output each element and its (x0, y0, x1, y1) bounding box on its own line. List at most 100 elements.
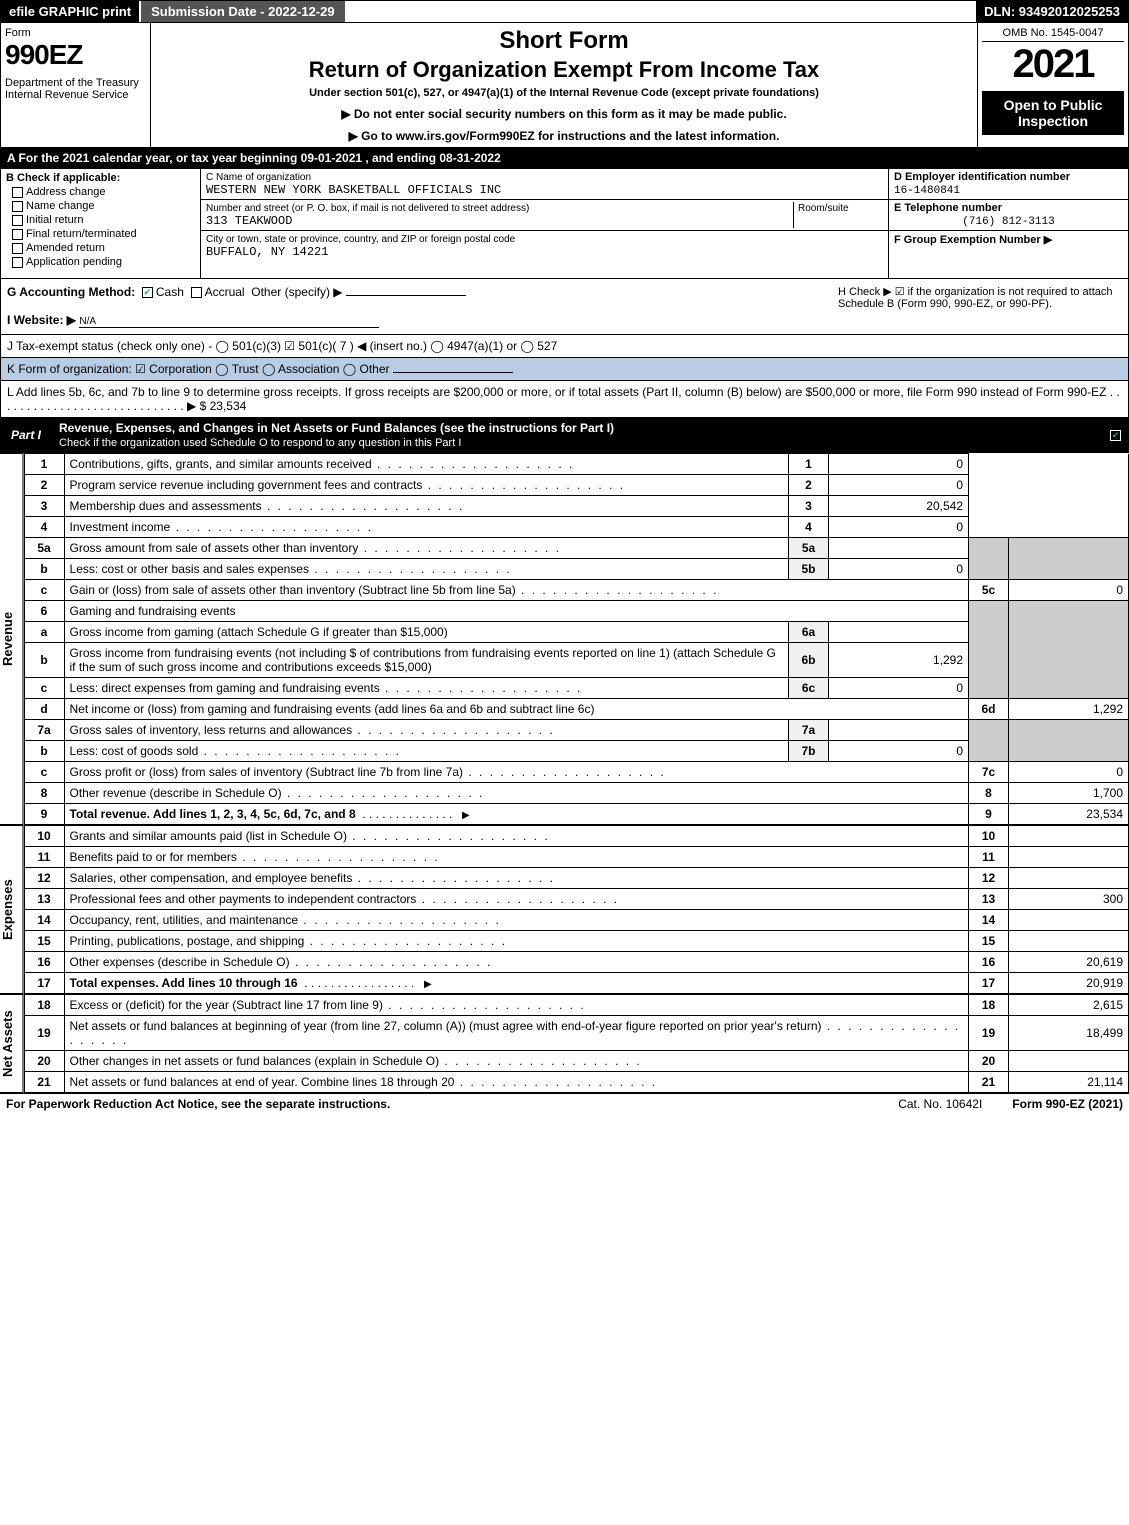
department: Department of the Treasury Internal Reve… (5, 77, 146, 101)
line-18: 18Excess or (deficit) for the year (Subt… (24, 995, 1128, 1016)
line-9: 9Total revenue. Add lines 1, 2, 3, 4, 5c… (24, 804, 1128, 825)
org-name: WESTERN NEW YORK BASKETBALL OFFICIALS IN… (206, 183, 501, 197)
line-1: 1Contributions, gifts, grants, and simil… (24, 454, 1128, 475)
col-def: D Employer identification number 16-1480… (888, 169, 1128, 278)
line-16: 16Other expenses (describe in Schedule O… (24, 952, 1128, 973)
line-6d: dNet income or (loss) from gaming and fu… (24, 699, 1128, 720)
line-19: 19Net assets or fund balances at beginni… (24, 1016, 1128, 1051)
chk-final-return[interactable]: Final return/terminated (12, 228, 195, 240)
netassets-section: Net Assets 18Excess or (deficit) for the… (0, 994, 1129, 1093)
header-center: Short Form Return of Organization Exempt… (151, 23, 978, 147)
row-i: I Website: ▶ N/A (7, 313, 832, 328)
line-13: 13Professional fees and other payments t… (24, 889, 1128, 910)
phone: (716) 812-3113 (894, 216, 1123, 228)
line-8: 8Other revenue (describe in Schedule O)8… (24, 783, 1128, 804)
line-3: 3Membership dues and assessments320,542 (24, 496, 1128, 517)
header-left: Form 990EZ Department of the Treasury In… (1, 23, 151, 147)
netassets-table: 18Excess or (deficit) for the year (Subt… (24, 994, 1129, 1093)
footer: For Paperwork Reduction Act Notice, see … (0, 1093, 1129, 1114)
row-a-tax-year: A For the 2021 calendar year, or tax yea… (0, 148, 1129, 169)
row-g: G Accounting Method: Cash Accrual Other … (7, 285, 832, 299)
chk-name-change[interactable]: Name change (12, 200, 195, 212)
line-10: 10Grants and similar amounts paid (list … (24, 826, 1128, 847)
gh-block: G Accounting Method: Cash Accrual Other … (0, 279, 1129, 335)
chk-initial-return[interactable]: Initial return (12, 214, 195, 226)
chk-address-change[interactable]: Address change (12, 186, 195, 198)
line-7a: 7aGross sales of inventory, less returns… (24, 720, 1128, 741)
submission-date: Submission Date - 2022-12-29 (141, 1, 345, 22)
label-ein: D Employer identification number (894, 171, 1070, 183)
open-to-public: Open to Public Inspection (982, 91, 1124, 135)
short-form-title: Short Form (159, 27, 969, 55)
omb-number: OMB No. 1545-0047 (982, 27, 1124, 42)
line-20: 20Other changes in net assets or fund ba… (24, 1051, 1128, 1072)
part1-label: Part I (1, 425, 51, 445)
line-6: 6Gaming and fundraising events (24, 601, 1128, 622)
label-group-exemption: F Group Exemption Number ▶ (894, 234, 1052, 246)
top-bar: efile GRAPHIC print Submission Date - 20… (0, 0, 1129, 23)
label-org-name: C Name of organization (206, 172, 311, 183)
row-l: L Add lines 5b, 6c, and 7b to line 9 to … (0, 381, 1129, 418)
revenue-side-label: Revenue (0, 453, 24, 825)
form-title: Return of Organization Exempt From Incom… (159, 57, 969, 83)
tax-exempt-status: J Tax-exempt status (check only one) - ◯… (7, 339, 557, 353)
row-j: J Tax-exempt status (check only one) - ◯… (0, 335, 1129, 358)
label-b: B Check if applicable: (6, 172, 120, 184)
efile-label[interactable]: efile GRAPHIC print (1, 1, 139, 22)
footer-left: For Paperwork Reduction Act Notice, see … (6, 1097, 898, 1111)
street: 313 TEAKWOOD (206, 214, 292, 228)
part1-title: Revenue, Expenses, and Changes in Net As… (59, 421, 614, 435)
line-2: 2Program service revenue including gover… (24, 475, 1128, 496)
chk-application-pending[interactable]: Application pending (12, 256, 195, 268)
header-right: OMB No. 1545-0047 2021 Open to Public In… (978, 23, 1128, 147)
line-14: 14Occupancy, rent, utilities, and mainte… (24, 910, 1128, 931)
line-21: 21Net assets or fund balances at end of … (24, 1072, 1128, 1093)
line-6b: bGross income from fundraising events (n… (24, 643, 1128, 678)
line-11: 11Benefits paid to or for members11 (24, 847, 1128, 868)
other-specify-line[interactable] (346, 295, 466, 296)
expenses-section: Expenses 10Grants and similar amounts pa… (0, 825, 1129, 994)
chk-cash[interactable] (142, 287, 153, 298)
part1-check-line: Check if the organization used Schedule … (59, 437, 461, 449)
city: BUFFALO, NY 14221 (206, 245, 328, 259)
label-phone: E Telephone number (894, 202, 1002, 214)
footer-cat: Cat. No. 10642I (898, 1097, 982, 1111)
ein: 16-1480841 (894, 185, 1123, 197)
label-website: I Website: ▶ (7, 313, 76, 327)
chk-accrual[interactable] (191, 287, 202, 298)
line-4: 4Investment income40 (24, 517, 1128, 538)
line-5a: 5aGross amount from sale of assets other… (24, 538, 1128, 559)
label-city: City or town, state or province, country… (206, 234, 515, 245)
label-accounting: G Accounting Method: (7, 285, 135, 299)
tax-year: 2021 (982, 42, 1124, 87)
other-org-line[interactable] (393, 372, 513, 373)
line-7c: cGross profit or (loss) from sales of in… (24, 762, 1128, 783)
info-block: B Check if applicable: Address change Na… (0, 169, 1129, 279)
form-number: 990EZ (5, 39, 146, 71)
line-6a: aGross income from gaming (attach Schedu… (24, 622, 1128, 643)
label-other: Other (specify) ▶ (251, 285, 342, 299)
footer-right: Form 990-EZ (2021) (1012, 1097, 1123, 1111)
expenses-side-label: Expenses (0, 825, 24, 994)
line-7b: bLess: cost of goods sold7b0 (24, 741, 1128, 762)
line-12: 12Salaries, other compensation, and empl… (24, 868, 1128, 889)
note-link[interactable]: ▶ Go to www.irs.gov/Form990EZ for instru… (159, 129, 969, 143)
line-5b: bLess: cost or other basis and sales exp… (24, 559, 1128, 580)
under-section: Under section 501(c), 527, or 4947(a)(1)… (159, 87, 969, 99)
netassets-side-label: Net Assets (0, 994, 24, 1093)
row-k: K Form of organization: ☑ Corporation ◯ … (0, 358, 1129, 381)
arrow-icon (421, 976, 435, 990)
label-street: Number and street (or P. O. box, if mail… (206, 203, 529, 214)
revenue-table: 1Contributions, gifts, grants, and simil… (24, 453, 1129, 825)
line-5c: cGain or (loss) from sale of assets othe… (24, 580, 1128, 601)
expenses-table: 10Grants and similar amounts paid (list … (24, 825, 1129, 994)
part1-header: Part I Revenue, Expenses, and Changes in… (0, 418, 1129, 453)
form-of-organization: K Form of organization: ☑ Corporation ◯ … (7, 362, 390, 376)
form-word: Form (5, 27, 146, 39)
chk-amended-return[interactable]: Amended return (12, 242, 195, 254)
line-17: 17Total expenses. Add lines 10 through 1… (24, 973, 1128, 994)
line-15: 15Printing, publications, postage, and s… (24, 931, 1128, 952)
chk-schedule-o[interactable] (1110, 430, 1121, 441)
col-c: C Name of organization WESTERN NEW YORK … (201, 169, 888, 278)
revenue-section: Revenue 1Contributions, gifts, grants, a… (0, 453, 1129, 825)
